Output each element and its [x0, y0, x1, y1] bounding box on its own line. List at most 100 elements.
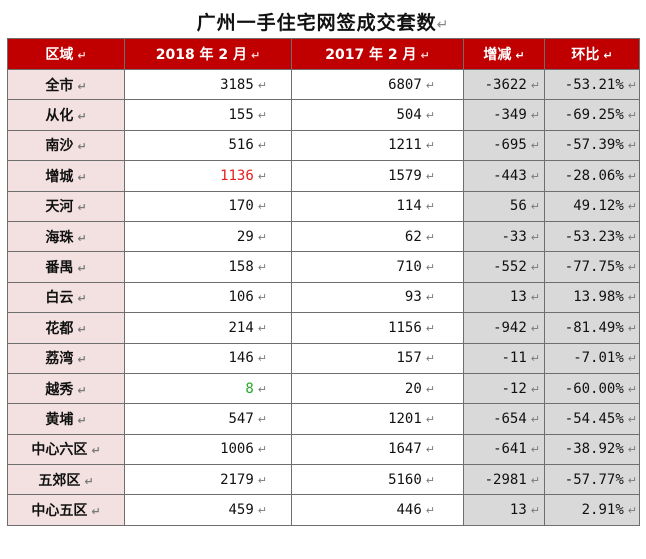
paragraph-mark-icon: ↵: [257, 443, 267, 457]
paragraph-mark-icon: ↵: [627, 291, 637, 305]
paragraph-mark-icon: ↵: [530, 443, 540, 457]
change-cell: -942 ↵: [463, 312, 545, 344]
paragraph-mark-icon: ↵: [530, 382, 540, 396]
paragraph-mark-icon: ↵: [425, 230, 435, 244]
value-2017-cell-text: 446: [396, 502, 422, 519]
value-2018-cell: 146 ↵: [124, 342, 292, 374]
region-cell: 越秀 ↵: [7, 372, 125, 405]
change-cell: -654 ↵: [463, 403, 545, 435]
paragraph-mark-icon: ↵: [257, 109, 267, 123]
ratio-cell: -54.45% ↵: [544, 403, 640, 435]
value-2018-cell: 29 ↵: [124, 220, 292, 253]
paragraph-mark-icon: ↵: [257, 291, 267, 305]
change-cell: -2981 ↵: [463, 464, 545, 496]
paragraph-mark-icon: ↵: [627, 261, 637, 275]
ratio-cell-text: -81.49%: [564, 319, 624, 336]
value-2018-cell-text: 146: [228, 350, 254, 367]
value-2017-cell-text: 93: [404, 289, 422, 306]
header-row: 区域 ↵ 2018 年 2 月 ↵ 2017 年 2 月 ↵ 增减 ↵ 环比 ↵: [7, 38, 640, 70]
value-2017-cell: 6807 ↵: [291, 68, 464, 101]
region-cell: 中心五区 ↵: [7, 494, 125, 526]
paragraph-mark-icon: ↵: [530, 200, 540, 214]
table-row: 海珠 ↵ 29 ↵ 62 ↵ -33 ↵ -53.23% ↵: [7, 220, 640, 253]
ratio-cell-text: -57.39%: [564, 137, 624, 154]
paragraph-mark-icon: ↵: [257, 78, 267, 92]
table-row: 花都 ↵ 214 ↵ 1156 ↵ -942 ↵ -81.49% ↵: [7, 312, 640, 344]
value-2017-cell: 710 ↵: [291, 251, 464, 283]
ratio-cell-text: -7.01%: [573, 350, 624, 367]
table-row: 越秀 ↵ 8 ↵ 20 ↵ -12 ↵ -60.00% ↵: [7, 372, 640, 405]
ratio-cell-text: -53.23%: [564, 228, 624, 245]
change-cell: -12 ↵: [463, 372, 545, 405]
region-cell: 全市 ↵: [7, 68, 125, 101]
paragraph-mark-icon: ↵: [257, 139, 267, 153]
paragraph-mark-icon: ↵: [91, 444, 101, 458]
data-table: 区域 ↵ 2018 年 2 月 ↵ 2017 年 2 月 ↵ 增减 ↵ 环比 ↵ 全市 ↵ 3…: [7, 38, 640, 526]
paragraph-mark-icon: ↵: [257, 382, 267, 396]
paragraph-mark-icon: ↵: [530, 321, 540, 335]
header-2018: 2018 年 2 月 ↵: [124, 38, 292, 70]
value-2018-cell: 459 ↵: [124, 494, 292, 526]
paragraph-mark-icon: ↵: [77, 292, 87, 306]
ratio-cell: -7.01% ↵: [544, 342, 640, 374]
value-2017-cell-text: 62: [404, 228, 422, 245]
paragraph-mark-icon: ↵: [425, 321, 435, 335]
change-cell: 13 ↵: [463, 494, 545, 526]
region-cell: 番禺 ↵: [7, 251, 125, 283]
change-cell: -695 ↵: [463, 129, 545, 162]
paragraph-mark-icon: ↵: [257, 169, 267, 183]
region-cell-text: 天河: [45, 199, 74, 216]
paragraph-mark-icon: ↵: [627, 321, 637, 335]
paragraph-mark-icon: ↵: [530, 78, 540, 92]
region-cell: 从化 ↵: [7, 99, 125, 131]
value-2017-cell-text: 1579: [388, 167, 422, 184]
table-row: 增城 ↵ 1136 ↵ 1579 ↵ -443 ↵ -28.06% ↵: [7, 160, 640, 192]
value-2018-cell-text: 8: [245, 380, 254, 397]
paragraph-mark-icon: ↵: [257, 261, 267, 275]
region-cell: 天河 ↵: [7, 190, 125, 222]
ratio-cell: -53.21% ↵: [544, 68, 640, 101]
paragraph-mark-icon: ↵: [627, 109, 637, 123]
region-cell: 中心六区 ↵: [7, 433, 125, 466]
paragraph-mark-icon: ↵: [77, 170, 87, 184]
change-cell-text: 13: [509, 502, 527, 519]
header-2017: 2017 年 2 月 ↵: [291, 38, 464, 70]
value-2017-cell: 157 ↵: [291, 342, 464, 374]
ratio-cell-text: -57.77%: [564, 471, 624, 488]
value-2018-cell: 170 ↵: [124, 190, 292, 222]
paragraph-mark-icon: ↵: [627, 200, 637, 214]
paragraph-mark-icon: ↵: [257, 473, 267, 487]
value-2018-cell-text: 155: [228, 107, 254, 124]
value-2017-cell-text: 157: [396, 350, 422, 367]
value-2018-cell-text: 106: [228, 289, 254, 306]
paragraph-mark-icon: ↵: [627, 504, 637, 518]
ratio-cell: -53.23% ↵: [544, 220, 640, 253]
value-2017-cell-text: 6807: [388, 76, 422, 93]
value-2018-cell-text: 547: [228, 410, 254, 427]
paragraph-mark-icon: ↵: [77, 413, 87, 427]
table-row: 白云 ↵ 106 ↵ 93 ↵ 13 ↵ 13.98% ↵: [7, 281, 640, 314]
region-cell: 增城 ↵: [7, 160, 125, 192]
paragraph-mark-icon: ↵: [425, 473, 435, 487]
change-cell: -349 ↵: [463, 99, 545, 131]
table-row: 黄埔 ↵ 547 ↵ 1201 ↵ -654 ↵ -54.45% ↵: [7, 403, 640, 435]
ratio-cell: -81.49% ↵: [544, 312, 640, 344]
value-2018-cell-text: 29: [236, 228, 254, 245]
paragraph-mark-icon: ↵: [530, 352, 540, 366]
region-cell-text: 荔湾: [45, 351, 74, 368]
value-2017-cell: 1579 ↵: [291, 160, 464, 192]
value-2017-cell: 114 ↵: [291, 190, 464, 222]
paragraph-mark-icon: ↵: [425, 78, 435, 92]
paragraph-mark-icon: ↵: [530, 230, 540, 244]
region-cell-text: 花都: [45, 320, 74, 337]
change-cell-text: -11: [501, 350, 527, 367]
table-row: 中心六区 ↵ 1006 ↵ 1647 ↵ -641 ↵ -38.92% ↵: [7, 433, 640, 466]
change-cell-text: -349: [493, 107, 527, 124]
change-cell: -641 ↵: [463, 433, 545, 466]
ratio-cell-text: -53.21%: [564, 76, 624, 93]
change-cell-text: -12: [501, 380, 527, 397]
paragraph-mark-icon: ↵: [627, 139, 637, 153]
ratio-cell-text: -54.45%: [564, 410, 624, 427]
region-cell-text: 越秀: [45, 381, 74, 398]
region-cell: 五郊区 ↵: [7, 464, 125, 496]
